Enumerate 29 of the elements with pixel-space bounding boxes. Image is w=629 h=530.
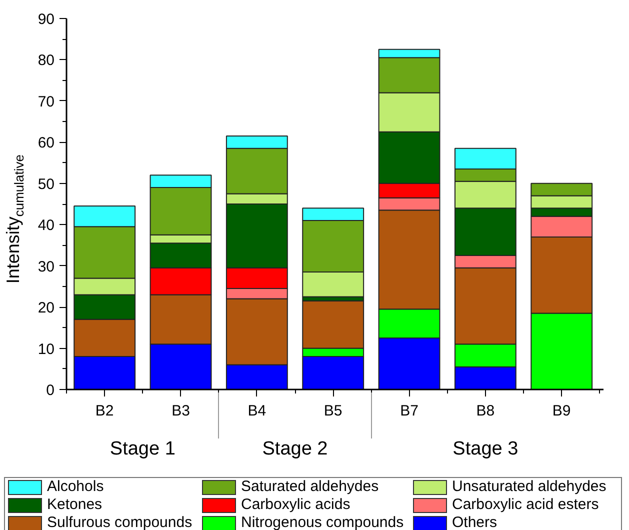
x-tick-label: B7 bbox=[400, 402, 418, 420]
y-tick-label: 80 bbox=[38, 52, 55, 70]
legend-label: Others bbox=[452, 513, 498, 530]
y-tick-label: 30 bbox=[38, 258, 55, 276]
y-tick-label: 20 bbox=[38, 300, 55, 317]
text: Stage 2 bbox=[262, 438, 328, 460]
legend-label: Unsaturated aldehydes bbox=[452, 477, 606, 498]
x-tick-label: B8 bbox=[476, 402, 495, 420]
legend-label: Carboxylic acids bbox=[241, 495, 350, 516]
legend-label: Carboxylic acid esters bbox=[452, 495, 599, 516]
text: Stage 3 bbox=[452, 438, 518, 460]
x-tick-label: B4 bbox=[248, 402, 266, 420]
legend-label: Saturated aldehydes bbox=[241, 477, 379, 498]
x-tick-label: B9 bbox=[552, 402, 571, 420]
x-tick-label: B2 bbox=[95, 402, 114, 420]
text: Stage 1 bbox=[110, 438, 176, 460]
x-tick-label: B3 bbox=[172, 402, 190, 420]
y-tick-label: 0 bbox=[46, 382, 54, 399]
y-tick-label: 70 bbox=[38, 93, 55, 110]
y-tick-label: 50 bbox=[38, 176, 55, 193]
x-tick-label: B5 bbox=[324, 402, 342, 420]
legend-label: Nitrogenous compounds bbox=[241, 513, 404, 530]
y-tick-label: 10 bbox=[38, 340, 55, 358]
y-tick-label: 60 bbox=[38, 134, 55, 152]
legend-label: Sulfurous compounds bbox=[47, 513, 192, 530]
y-tick-label: 40 bbox=[38, 217, 55, 234]
y-tick-label: 90 bbox=[38, 11, 55, 28]
legend-label: Ketones bbox=[47, 495, 102, 516]
legend-label: Alcohols bbox=[47, 477, 104, 498]
